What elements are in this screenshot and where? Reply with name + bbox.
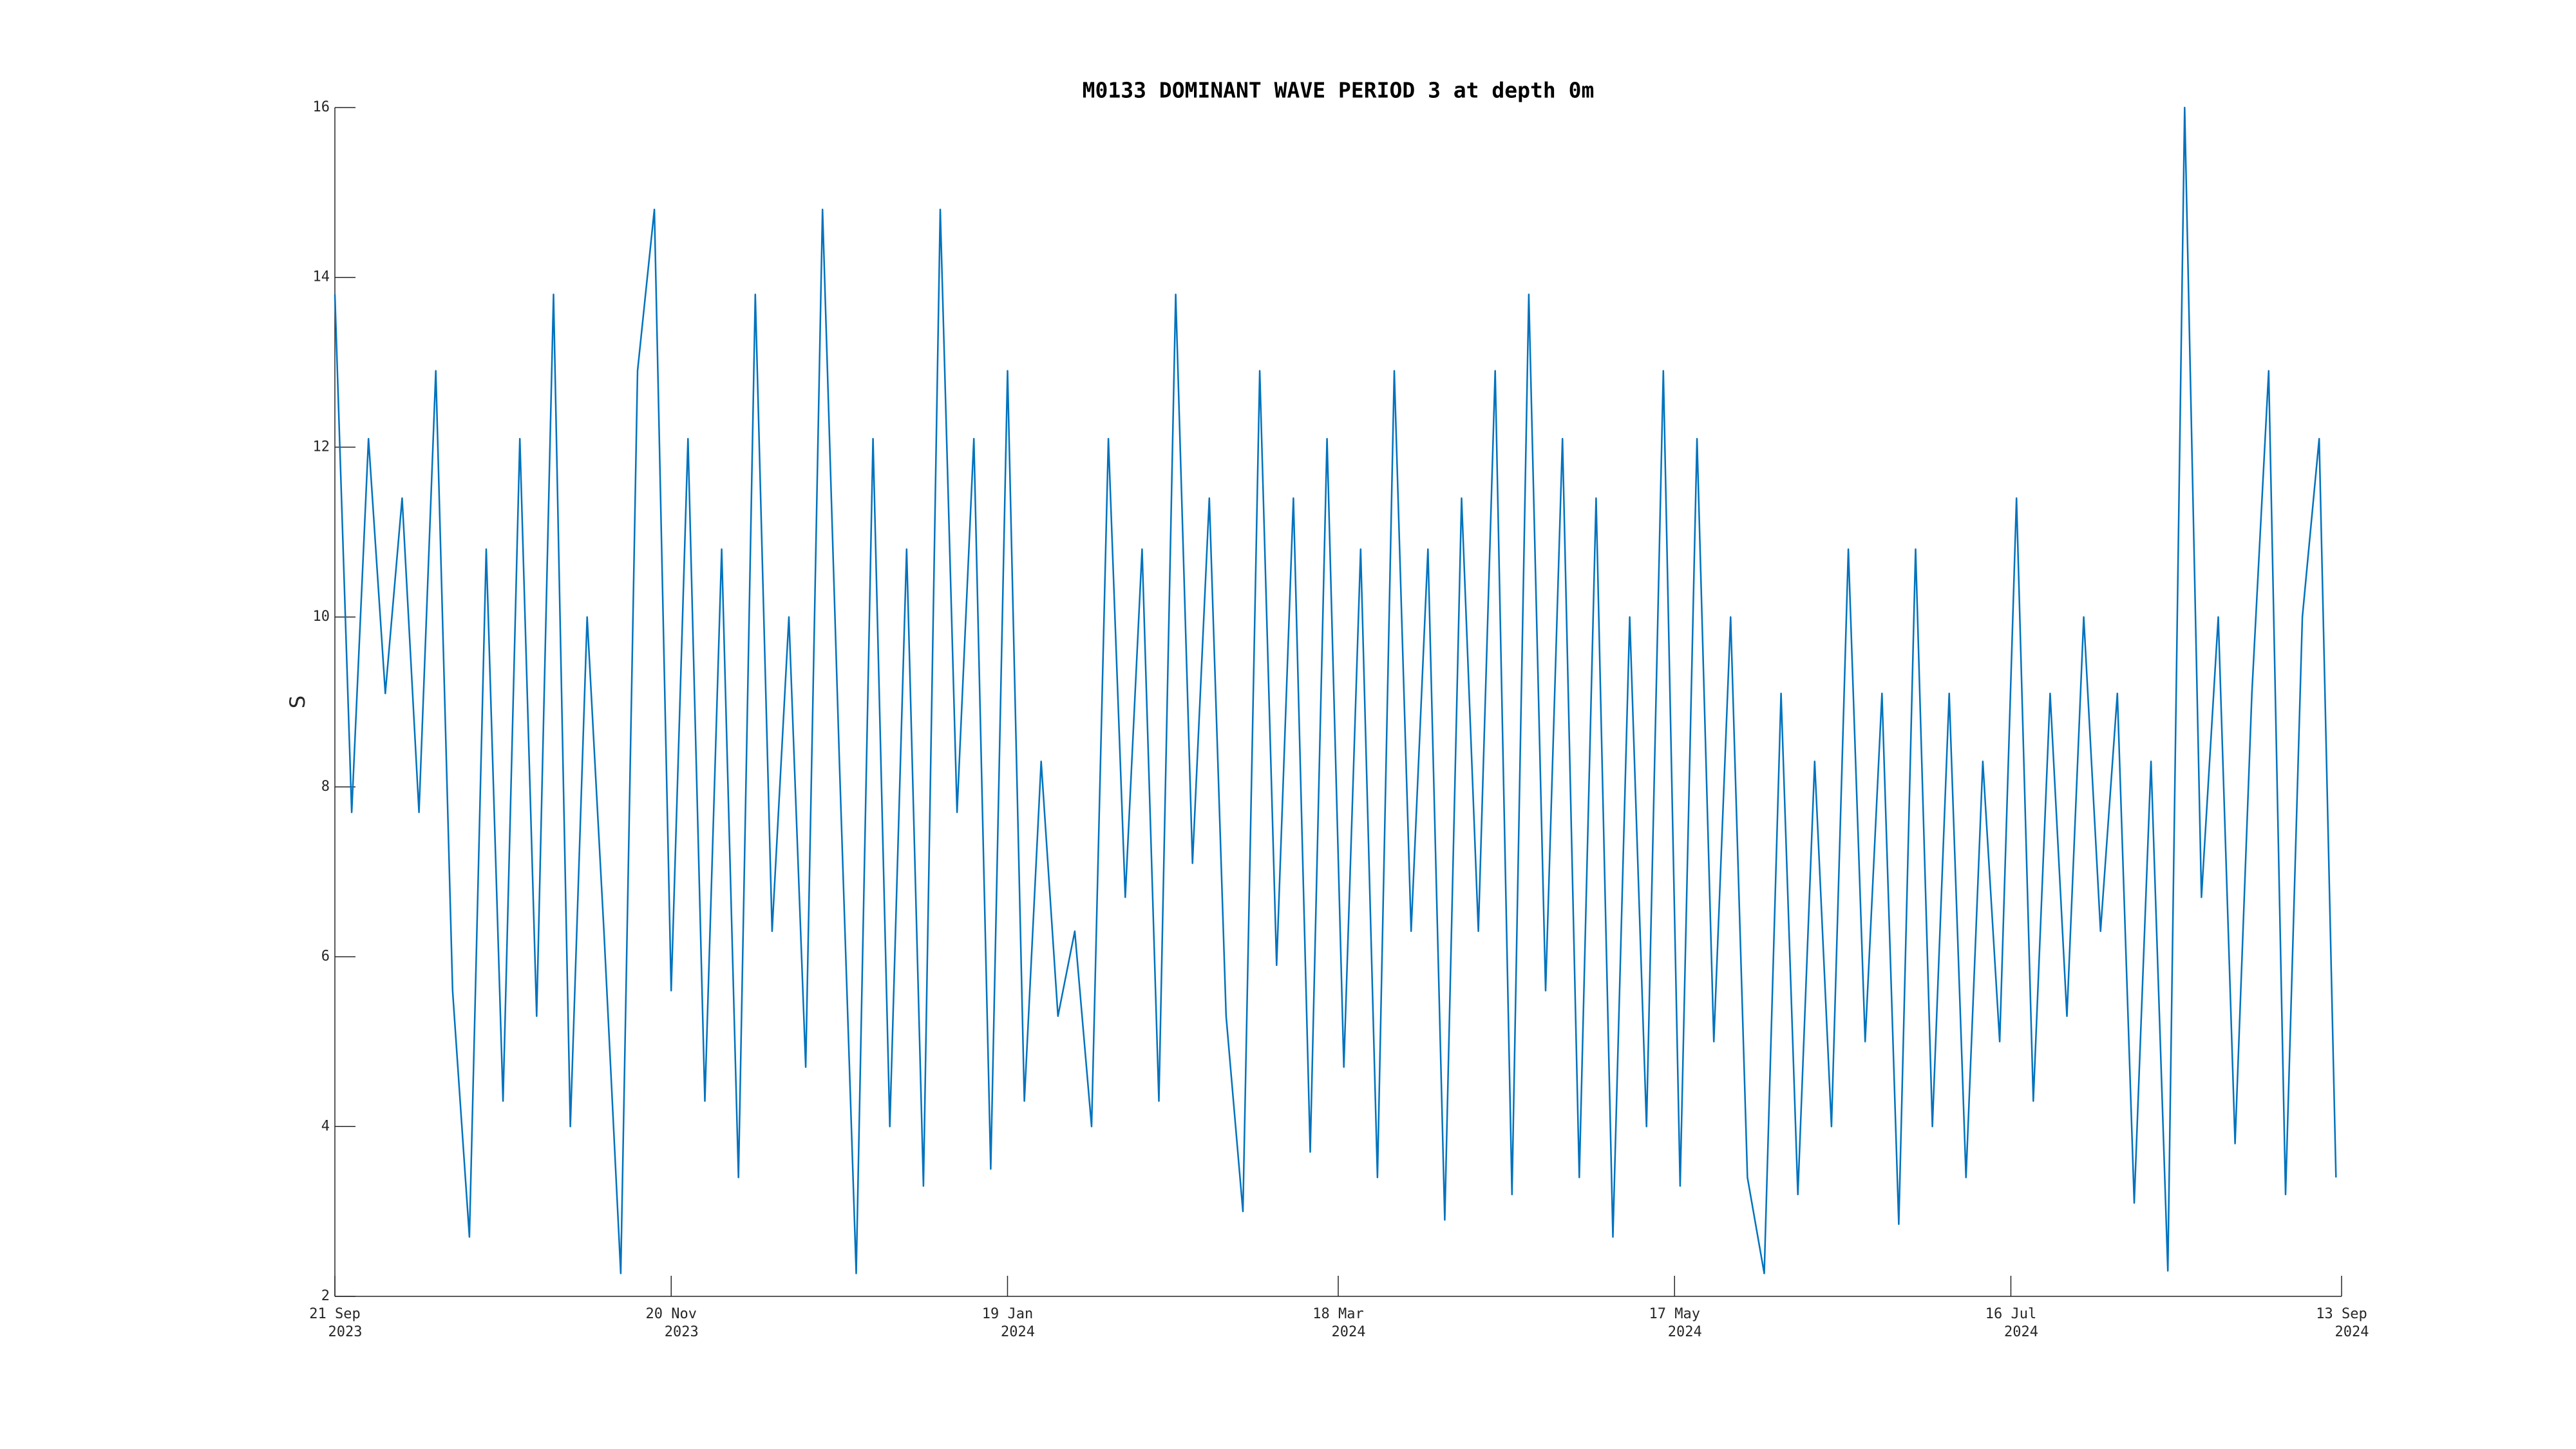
- y-tick-label: 14: [313, 269, 330, 285]
- x-tick-label: 2024: [1332, 1324, 1366, 1340]
- chart-title: M0133 DOMINANT WAVE PERIOD 3 at depth 0m: [1083, 78, 1595, 103]
- x-tick-label: 21 Sep: [309, 1306, 360, 1322]
- y-axis-label: S: [285, 696, 310, 708]
- y-tick-label: 4: [321, 1118, 330, 1134]
- y-tick-label: 16: [313, 99, 330, 115]
- x-tick-label: 20 Nov: [645, 1306, 696, 1322]
- y-tick-label: 12: [313, 439, 330, 455]
- x-tick-label: 18 Mar: [1312, 1306, 1363, 1322]
- x-tick-label: 2024: [2335, 1324, 2369, 1340]
- x-tick-label: 2024: [2004, 1324, 2038, 1340]
- x-tick-label: 13 Sep: [2316, 1306, 2367, 1322]
- y-tick-label: 8: [321, 779, 330, 795]
- x-tick-label: 2023: [665, 1324, 699, 1340]
- y-tick-label: 10: [313, 609, 330, 625]
- x-tick-label: 2023: [328, 1324, 363, 1340]
- y-tick-label: 6: [321, 949, 330, 965]
- y-tick-label: 2: [321, 1288, 330, 1304]
- x-tick-label: 16 Jul: [1985, 1306, 2036, 1322]
- x-tick-label: 2024: [1668, 1324, 1702, 1340]
- x-tick-label: 2024: [1001, 1324, 1035, 1340]
- x-tick-label: 19 Jan: [982, 1306, 1033, 1322]
- x-tick-label: 17 May: [1649, 1306, 1700, 1322]
- data-line: [334, 106, 2337, 1274]
